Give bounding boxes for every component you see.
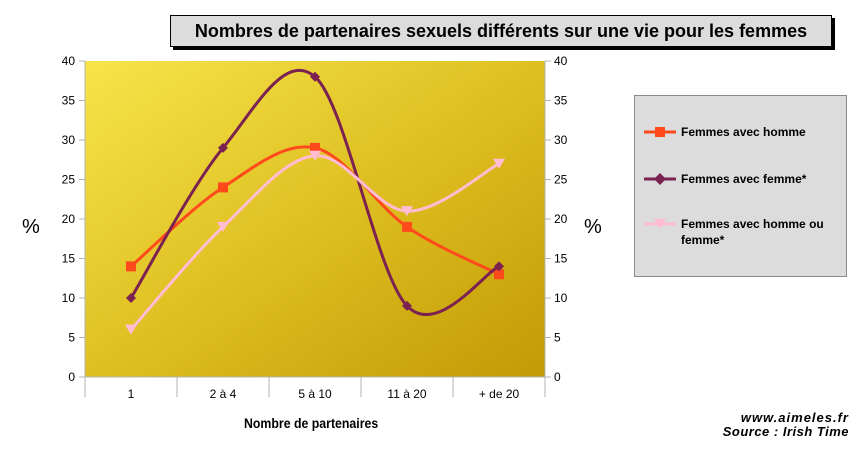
y-tick-label-right: 35 [554, 94, 568, 108]
y-tick-label-left: 0 [68, 370, 75, 384]
plot-area [85, 61, 545, 377]
data-point-triangle [401, 206, 413, 217]
legend-item-femmes-avec-homme-ou-femme: Femmes avec homme ou femme* [643, 216, 843, 248]
data-point-triangle [217, 221, 229, 232]
legend-swatch-triangle [644, 219, 676, 229]
y-tick-label-left: 30 [62, 133, 76, 147]
legend-label: Femmes avec femme* [681, 172, 807, 186]
x-tick-label: 2 à 4 [210, 387, 237, 401]
legend-swatch-square [644, 127, 676, 137]
y-tick-label-left: 25 [62, 173, 76, 187]
site-watermark: www.aimeles.fr [740, 410, 849, 425]
data-point-diamond [126, 293, 136, 303]
y-axis-label-left: % [22, 216, 40, 238]
data-point-diamond [494, 261, 504, 272]
y-tick-label-left: 20 [62, 212, 76, 226]
data-point-square [126, 261, 136, 272]
legend: Femmes avec homme Femmes avec femme* Fem… [634, 95, 847, 277]
y-tick-label-right: 5 [554, 331, 561, 345]
legend-swatch-diamond [644, 173, 676, 185]
data-point-triangle [493, 158, 505, 169]
x-tick-label: + de 20 [479, 387, 520, 401]
data-point-triangle [309, 150, 321, 161]
x-tick-label: 11 à 20 [387, 387, 426, 401]
data-point-diamond [402, 300, 412, 311]
y-tick-label-right: 25 [554, 173, 568, 187]
y-tick-label-right: 20 [554, 212, 568, 226]
legend-label: Femmes avec homme [681, 125, 806, 139]
x-tick-label: 5 à 10 [298, 387, 332, 401]
y-tick-label-left: 40 [62, 54, 76, 68]
y-tick-label-right: 40 [554, 54, 568, 68]
y-tick-label-right: 15 [554, 252, 568, 266]
legend-item-femmes-avec-homme: Femmes avec homme [643, 124, 843, 140]
data-point-square [402, 221, 412, 232]
y-tick-label-left: 10 [62, 291, 76, 305]
y-tick-label-left: 5 [68, 331, 75, 345]
data-point-square [494, 269, 504, 280]
legend-label: Femmes avec homme ou femme* [681, 217, 824, 247]
x-tick-label: 1 [128, 387, 135, 401]
legend-item-femmes-avec-femme: Femmes avec femme* [643, 171, 843, 187]
y-tick-label-left: 35 [62, 94, 76, 108]
y-tick-label-right: 10 [554, 291, 568, 305]
y-tick-label-right: 0 [554, 370, 561, 384]
y-tick-label-right: 30 [554, 133, 568, 147]
data-point-triangle [125, 324, 137, 335]
data-point-square [218, 182, 228, 193]
chart-title: Nombres de partenaires sexuels différent… [170, 15, 832, 47]
data-point-diamond [218, 142, 228, 153]
y-axis-label-right: % [584, 216, 602, 238]
data-point-square [310, 142, 320, 153]
data-point-diamond [310, 71, 320, 82]
y-tick-label-left: 15 [62, 252, 76, 266]
x-axis-label: Nombre de partenaires [244, 415, 379, 431]
source-credit: Source : Irish Time [722, 424, 849, 439]
